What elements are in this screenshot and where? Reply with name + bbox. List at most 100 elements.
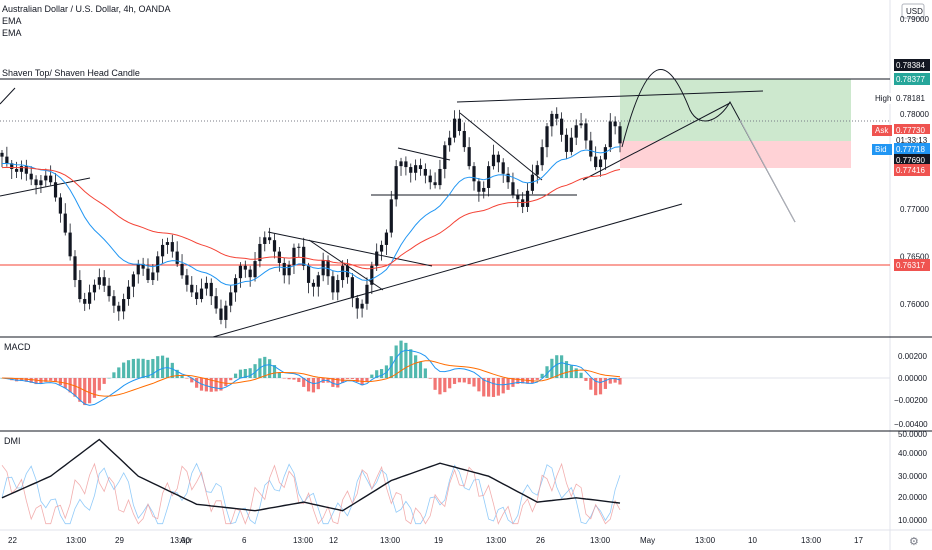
target-zone[interactable] [620,79,851,141]
macd-histogram-bar [375,370,379,378]
price-tag: 0.78181 [896,94,925,103]
macd-histogram-bar [409,349,413,378]
time-axis-tick: 13:00 [695,536,716,545]
macd-histogram-bar [219,378,223,391]
candle-body [516,194,520,200]
candle-body [63,213,67,233]
macd-histogram-bar [584,378,588,381]
macd-histogram-bar [306,378,311,392]
macd-histogram-bar [618,378,622,385]
dmi-axis: 50.0000 40.0000 30.0000 20.0000 10.0000 [898,430,927,525]
candle-body [462,131,466,148]
ema-indicator-2[interactable]: EMA [2,28,22,38]
candle-body [608,121,612,148]
candle-body [560,118,564,135]
candle-body [399,161,403,167]
price-tag-bg [894,143,930,155]
price-tag: 0.77690 [896,156,925,165]
gear-icon[interactable]: ⚙ [909,535,919,548]
macd-histogram-bar [282,378,286,379]
macd-histogram-bar [589,378,593,390]
candle-body [224,305,228,320]
trendline[interactable] [212,203,683,338]
macd-histogram-bar [487,378,491,397]
candlestick-series [0,107,622,329]
candle-body [302,246,306,266]
candle-body [428,175,432,183]
projection-path[interactable] [621,69,796,223]
pattern-label: Shaven Top/ Shaven Head Candle [2,68,140,78]
candle-body [574,125,578,138]
trendline[interactable] [397,147,451,161]
trendline[interactable] [0,87,16,105]
macd-histogram-bar [511,378,515,387]
macd-histogram-bar [83,378,87,406]
trendline[interactable] [459,112,543,181]
macd-histogram-bar [560,355,564,378]
candle-body [525,190,530,207]
candle-body [39,180,43,186]
macd-histogram-bar [365,378,369,382]
macd-histogram-bar [126,360,131,378]
trendline[interactable] [582,102,731,181]
price-tag-bg [894,164,930,176]
macd-histogram-bar [345,378,350,379]
candle-body [107,285,111,297]
macd-label[interactable]: MACD [4,342,31,352]
macd-histogram-bar [107,377,111,379]
macd-histogram-bar [160,355,165,378]
macd-histogram-bar [214,378,218,392]
candle-body [180,263,184,276]
trendline[interactable] [456,90,764,103]
macd-tick: −0.00200 [894,396,928,405]
candle-body [214,296,218,309]
candle-body [24,166,28,174]
price-tag-prefix-bg [872,144,892,155]
macd-histogram-bar [24,378,28,382]
trendline[interactable] [267,231,433,267]
candle-body [618,126,622,144]
price-tag-bg [894,73,930,85]
trendline[interactable] [0,177,91,197]
candle-body [355,298,359,309]
macd-histogram-bar [253,364,257,378]
macd-histogram-bar [452,378,457,384]
candle-body [564,134,569,152]
candle-body [195,292,199,300]
ema-indicator-1[interactable]: EMA [2,16,22,26]
candle-body [452,118,457,138]
macd-histogram-bar [399,340,403,378]
dmi-label[interactable]: DMI [4,436,21,446]
macd-histogram-bar [224,378,228,387]
stop-zone[interactable] [620,141,851,168]
candle-body [550,113,554,127]
macd-histogram-bar [122,362,126,378]
currency-button[interactable] [901,3,925,19]
candle-body [151,272,155,281]
currency-label: USD [906,7,923,16]
price-axis-tick: 0.79000 [900,15,929,24]
candle-body [540,147,544,166]
macd-histogram-bar [467,378,471,385]
macd-histogram-bar [229,378,233,381]
candle-body [209,282,213,297]
candle-body [409,167,413,173]
candle-body [545,126,549,148]
time-axis-tick: 13:00 [590,536,611,545]
macd-histogram-bar [336,378,340,388]
time-axis-tick: 12 [329,536,338,545]
macd-histogram-bar [112,372,116,378]
price-tag: 01:33:13 [896,136,928,145]
candle-body [68,232,72,257]
time-axis-tick: 22 [8,536,17,545]
macd-histogram-bar [350,378,354,379]
macd-histogram-bar [540,373,544,378]
time-axis-tick: 13:00 [380,536,401,545]
macd-histogram-bar [598,378,603,395]
macd-histogram-bar [389,356,393,378]
macd-histogram-bar [370,374,374,378]
candle-body [506,173,510,183]
macd-histogram-bar [292,378,296,380]
